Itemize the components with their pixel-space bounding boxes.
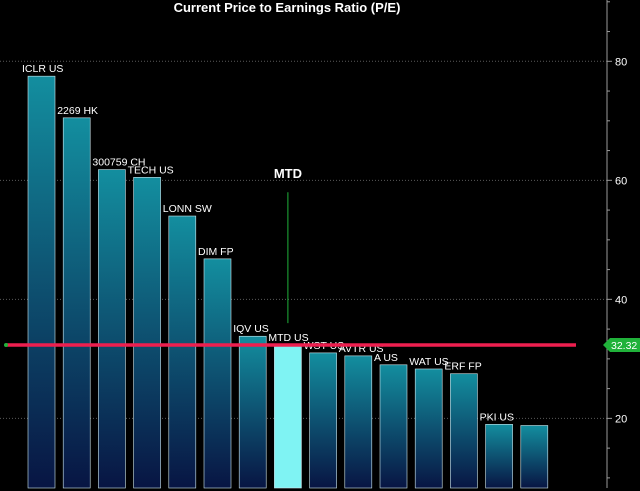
bar	[133, 177, 161, 489]
bar-label: ICLR US	[22, 63, 63, 75]
annotation-label: MTD	[274, 166, 302, 181]
bar-label: A US	[374, 352, 398, 364]
bar-label: ERF FP	[444, 361, 481, 373]
bar	[27, 75, 56, 489]
bar	[450, 373, 478, 489]
gridlines	[0, 60, 607, 419]
bar	[168, 215, 197, 489]
bar	[520, 425, 549, 489]
y-axis: 20 40 60 80	[606, 0, 627, 488]
bar-label: MTD US	[268, 332, 308, 344]
bar	[414, 368, 443, 489]
overlays: 32.32 MTD	[4, 166, 640, 353]
bar-label: TECH US	[128, 164, 174, 176]
bar-label: WAT US	[409, 356, 448, 368]
bar-label: PKI US	[480, 411, 514, 423]
reference-value-label: 32.32	[611, 340, 637, 352]
bar	[309, 352, 337, 489]
reference-line-marker	[4, 343, 8, 348]
bar	[62, 117, 91, 489]
bar-label: IQV US	[233, 323, 269, 335]
bar-label: LONN SW	[163, 203, 212, 215]
bar	[203, 258, 232, 489]
bar	[274, 344, 302, 489]
y-tick-label: 80	[615, 56, 627, 68]
bar-label: 2269 HK	[57, 105, 98, 117]
bar	[379, 364, 408, 489]
bar	[98, 169, 126, 489]
bar-label: DIM FP	[198, 246, 234, 258]
bar-label: 300759 CH	[92, 157, 145, 169]
bars	[27, 75, 549, 489]
y-tick-label: 20	[615, 413, 627, 425]
chart-title: Current Price to Earnings Ratio (P/E)	[174, 0, 401, 15]
bar	[344, 355, 373, 489]
bar	[238, 335, 267, 489]
bar	[485, 424, 513, 489]
y-tick-label: 60	[615, 175, 627, 187]
y-tick-label: 40	[615, 294, 627, 306]
reference-value-tag	[603, 338, 640, 353]
